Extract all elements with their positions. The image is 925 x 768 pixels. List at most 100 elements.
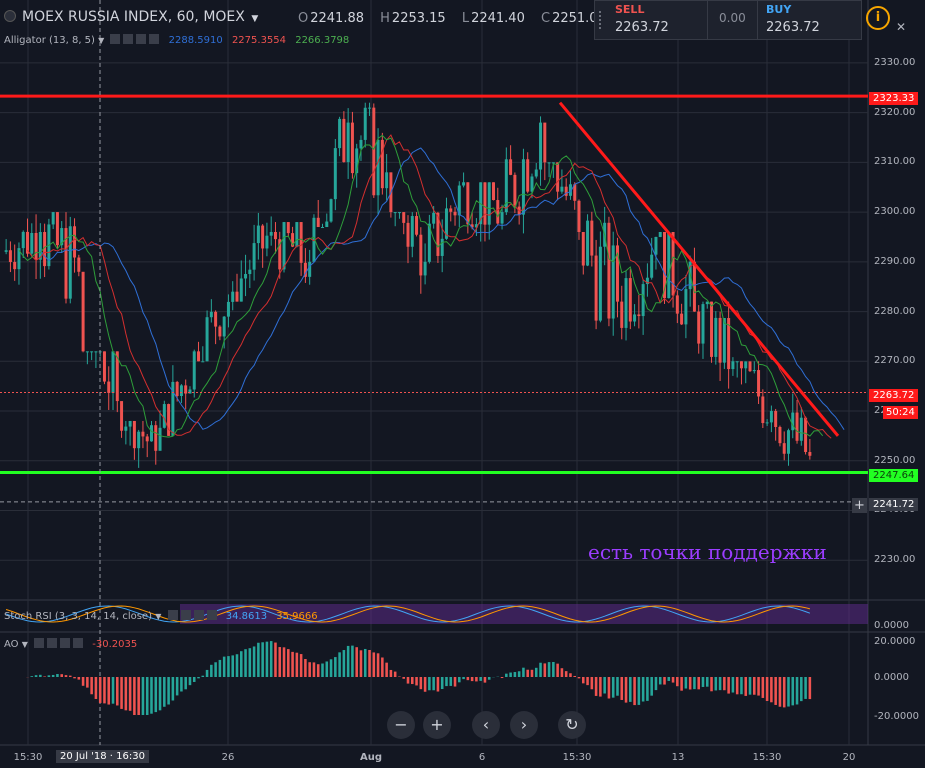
stoch-label: Stoch RSI (3, 3, 14, 14, close) (4, 611, 152, 622)
zoom-out-button[interactable]: − (387, 711, 415, 739)
candle-body (718, 317, 722, 363)
stoch-dropdown-icon[interactable]: ▼ (155, 612, 162, 621)
candle-body (162, 404, 166, 428)
candle-body (633, 314, 637, 322)
alligator-dropdown-icon[interactable]: ▼ (98, 36, 105, 45)
add-alert-icon[interactable]: + (852, 498, 867, 513)
candle-body (55, 212, 59, 246)
eye-icon[interactable] (110, 34, 121, 44)
candle-body (692, 261, 696, 312)
stoch-more-icon[interactable] (193, 610, 204, 620)
buy-label: BUY (766, 3, 792, 16)
symbol-title[interactable]: MOEX RUSSIA INDEX, 60, MOEX ▼ (4, 9, 258, 25)
alligator-label: Alligator (13, 8, 5) (4, 35, 95, 46)
candle-body (504, 159, 508, 213)
ao-close-icon[interactable] (73, 638, 84, 648)
time-tick: 20 (842, 752, 856, 763)
candle-body (26, 231, 30, 254)
candle-body (628, 278, 632, 322)
teeth-value: 2275.3554 (231, 35, 287, 46)
candle-body (34, 232, 38, 260)
candle-body (209, 311, 213, 318)
open-key: O (298, 11, 309, 26)
ao-legend[interactable]: AO ▼ -30.2035 (4, 638, 137, 650)
low-value: 2241.40 (471, 11, 525, 26)
candle-body (795, 412, 799, 441)
candle-body (744, 361, 748, 369)
alligator-legend[interactable]: Alligator (13, 8, 5) ▼ 2288.5910 2275.35… (4, 34, 349, 46)
high-value: 2253.15 (391, 11, 446, 26)
stoch-close-icon[interactable] (206, 610, 217, 620)
candle-body (620, 301, 624, 328)
y-tick-label: 2290.00 (874, 255, 916, 267)
candle-body (701, 304, 705, 344)
candle-body (312, 217, 316, 262)
candle-body (158, 427, 162, 451)
ao-dropdown-icon[interactable]: ▼ (21, 640, 28, 649)
close-icon[interactable] (149, 34, 160, 44)
candle-body (90, 351, 94, 353)
candle-body (393, 212, 397, 214)
candle-body (128, 420, 132, 427)
candle-body (436, 212, 440, 256)
candle-body (256, 225, 260, 244)
candle-body (615, 245, 619, 302)
more-icon[interactable] (136, 34, 147, 44)
candle-body (680, 313, 684, 325)
ao-more-icon[interactable] (60, 638, 71, 648)
buy-button[interactable]: BUY 2263.72 (757, 1, 862, 39)
lips-value: 2266.3798 (295, 35, 350, 46)
trend-line (558, 101, 840, 437)
candle-body (115, 351, 119, 402)
ao-eye-icon[interactable] (34, 638, 45, 648)
scroll-left-button[interactable]: ‹ (472, 711, 500, 739)
candle-body (722, 318, 726, 363)
candle-body (363, 107, 367, 140)
scroll-right-button[interactable]: › (510, 711, 538, 739)
candle-body (372, 107, 376, 196)
symbol-dropdown-icon[interactable]: ▼ (251, 14, 259, 24)
ao-settings-icon[interactable] (47, 638, 58, 648)
candle-body (415, 216, 419, 235)
candle-body (171, 381, 175, 436)
candle-body (466, 182, 470, 225)
candle-body (120, 401, 124, 431)
bar-countdown-label: 50:24 (883, 406, 918, 419)
sell-button[interactable]: SELL 2263.72 (607, 1, 708, 39)
reset-chart-button[interactable]: ↻ (558, 711, 586, 739)
candle-body (641, 284, 645, 317)
candle-body (611, 245, 615, 319)
info-icon[interactable]: i (866, 6, 890, 30)
high-key: H (380, 11, 390, 26)
zoom-in-button[interactable]: + (423, 711, 451, 739)
stoch-legend[interactable]: Stoch RSI (3, 3, 14, 14, close) ▼ 34.861… (4, 610, 318, 622)
candle-body (513, 174, 517, 207)
candle-body (406, 222, 410, 247)
candle-body (487, 182, 491, 225)
candle-body (560, 186, 564, 192)
candle-body (188, 389, 192, 394)
candle-body (286, 222, 290, 234)
candle-body (444, 208, 448, 239)
settings-icon[interactable] (123, 34, 134, 44)
candle-body (68, 226, 72, 299)
stoch-eye-icon[interactable] (167, 610, 178, 620)
ohlc-readout: O 2241.88 H 2253.15 L 2241.40 C 2251.00 (298, 11, 618, 26)
stoch-settings-icon[interactable] (180, 610, 191, 620)
candle-body (474, 224, 478, 228)
spread-value: 0.00 (719, 11, 746, 25)
stoch-d-value: 35.9666 (276, 611, 318, 622)
candle-body (761, 396, 765, 424)
close-panel-icon[interactable]: ✕ (896, 20, 907, 34)
candle-body (556, 162, 560, 192)
low-key: L (461, 11, 470, 26)
support-annotation[interactable]: есть точки поддержки (588, 540, 827, 564)
candle-body (462, 182, 466, 186)
candle-body (663, 232, 667, 299)
drag-handle[interactable] (595, 1, 607, 39)
last-price-label: 2263.72 (869, 389, 919, 402)
candle-body (201, 361, 205, 363)
candle-body (175, 381, 179, 397)
candle-body (278, 239, 282, 270)
